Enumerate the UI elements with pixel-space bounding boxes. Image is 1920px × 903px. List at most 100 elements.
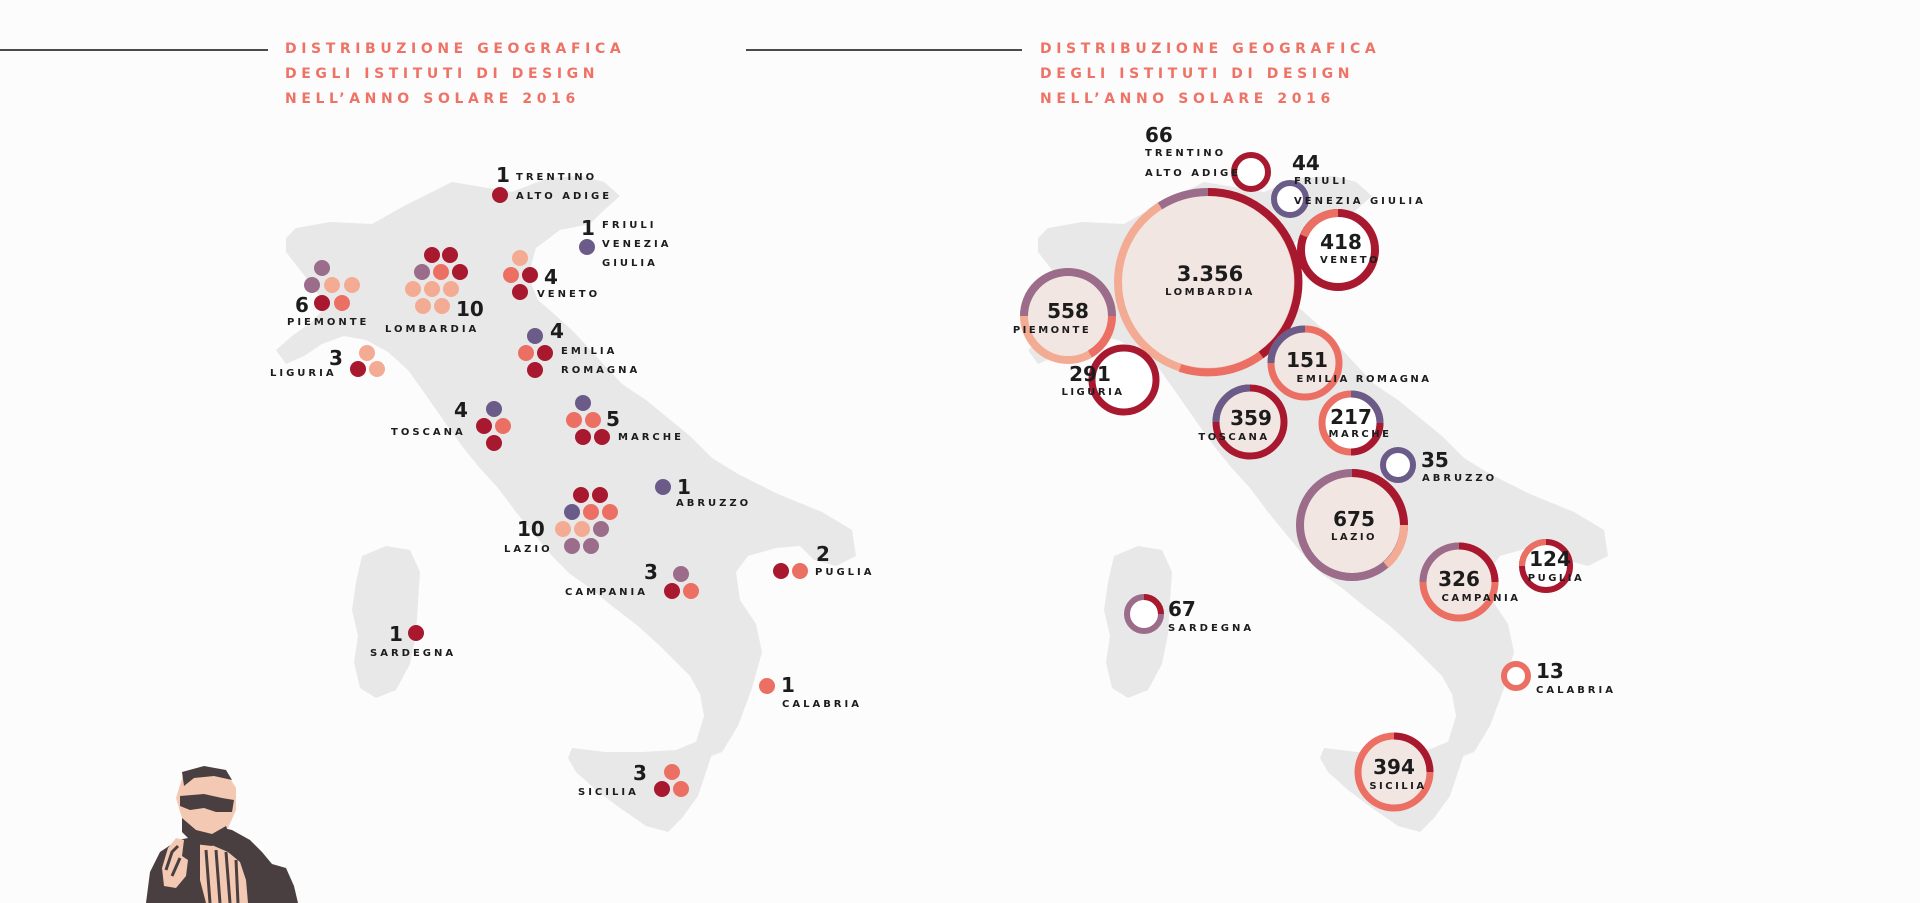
left-map-labels: 1 TRENTINO ALTO ADIGE 1 FRIULI VENEZIA G… <box>270 163 875 798</box>
svg-text:CALABRIA: CALABRIA <box>1536 685 1616 696</box>
dots-emilia <box>518 328 553 378</box>
svg-text:TRENTINO: TRENTINO <box>516 172 597 183</box>
left-label-puglia: 2 PUGLIA <box>815 542 875 578</box>
svg-text:PIEMONTE: PIEMONTE <box>1013 325 1091 336</box>
left-label-veneto: 4 VENETO <box>537 265 600 300</box>
svg-text:PUGLIA: PUGLIA <box>815 567 875 578</box>
right-label-abruzzo: 35 ABRUZZO <box>1421 448 1497 484</box>
dot-abruzzo <box>655 479 671 495</box>
bubble-marche <box>1318 390 1384 456</box>
bubble-toscana <box>1212 384 1288 460</box>
svg-text:359: 359 <box>1230 406 1272 430</box>
svg-text:SICILIA: SICILIA <box>1369 781 1426 792</box>
svg-text:4: 4 <box>454 398 468 422</box>
left-label-campania: 3 CAMPANIA <box>565 560 658 598</box>
svg-text:124: 124 <box>1529 547 1571 571</box>
bubble-trentino <box>1231 152 1271 192</box>
right-label-friuli: 44 FRIULI VENEZIA GIULIA <box>1292 151 1426 207</box>
left-label-friuli: 1 FRIULI VENEZIA GIULIA <box>581 216 671 269</box>
left-label-trentino: 1 TRENTINO ALTO ADIGE <box>496 163 609 202</box>
dots-puglia <box>773 563 808 579</box>
svg-text:CAMPANIA: CAMPANIA <box>1441 593 1520 604</box>
bubble-piemonte <box>1020 268 1116 364</box>
svg-text:1: 1 <box>496 163 510 187</box>
svg-text:1: 1 <box>781 673 795 697</box>
svg-text:151: 151 <box>1286 348 1328 372</box>
bubble-lombardia <box>1114 187 1303 377</box>
svg-text:LOMBARDIA: LOMBARDIA <box>1165 287 1255 298</box>
svg-text:ABRUZZO: ABRUZZO <box>1422 473 1497 484</box>
left-title-line-1: DISTRIBUZIONE GEOGRAFICA <box>285 41 626 57</box>
right-label-lazio: 675 LAZIO <box>1331 507 1377 543</box>
right-title-line-2: DEGLI ISTITUTI DI DESIGN <box>1040 66 1355 82</box>
svg-text:MARCHE: MARCHE <box>618 432 684 443</box>
right-title-rule <box>746 49 1022 51</box>
svg-text:EMILIA ROMAGNA: EMILIA ROMAGNA <box>1296 374 1431 385</box>
svg-text:VENETO: VENETO <box>537 289 600 300</box>
svg-text:394: 394 <box>1373 755 1415 779</box>
svg-text:VENEZIA: VENEZIA <box>602 239 671 250</box>
dots-liguria <box>350 345 385 377</box>
left-label-liguria: 3 LIGURIA <box>270 346 343 379</box>
svg-text:10: 10 <box>456 297 484 321</box>
left-label-lazio: 10 LAZIO <box>504 517 550 555</box>
right-label-campania: 326 CAMPANIA <box>1438 567 1520 604</box>
right-map-bubbles <box>1020 152 1573 812</box>
svg-text:3: 3 <box>329 346 343 370</box>
svg-text:TOSCANA: TOSCANA <box>391 427 466 438</box>
svg-text:291: 291 <box>1069 362 1111 386</box>
bubble-sicilia <box>1354 732 1434 812</box>
svg-text:4: 4 <box>550 319 564 343</box>
dots-marche <box>566 395 610 445</box>
svg-text:LIGURIA: LIGURIA <box>1061 387 1124 398</box>
dot-calabria <box>759 678 775 694</box>
svg-text:675: 675 <box>1333 507 1375 531</box>
svg-text:EMILIA: EMILIA <box>561 346 617 357</box>
svg-text:CAMPANIA: CAMPANIA <box>565 587 648 598</box>
left-label-sicilia: 3 SICILIA <box>578 761 647 798</box>
left-label-emilia: 4 EMILIA ROMAGNA <box>550 319 640 376</box>
svg-text:1: 1 <box>581 216 595 240</box>
svg-text:558: 558 <box>1047 299 1089 323</box>
svg-text:ROMAGNA: ROMAGNA <box>561 365 640 376</box>
svg-text:1: 1 <box>389 622 403 646</box>
svg-text:FRIULI: FRIULI <box>1294 176 1348 187</box>
svg-text:LAZIO: LAZIO <box>1331 532 1377 543</box>
dots-lazio <box>555 487 618 554</box>
bubble-liguria <box>1088 344 1160 416</box>
svg-text:FRIULI: FRIULI <box>602 220 656 231</box>
svg-text:67: 67 <box>1168 597 1196 621</box>
svg-text:LOMBARDIA: LOMBARDIA <box>385 324 479 335</box>
bubble-emilia <box>1267 325 1343 401</box>
svg-text:VENEZIA GIULIA: VENEZIA GIULIA <box>1294 196 1426 207</box>
right-label-calabria: 13 CALABRIA <box>1536 659 1616 696</box>
right-label-lombardia: 3.356 LOMBARDIA <box>1165 262 1255 298</box>
right-label-sicilia: 394 SICILIA <box>1369 755 1426 792</box>
svg-text:44: 44 <box>1292 151 1320 175</box>
svg-text:2: 2 <box>816 542 830 566</box>
left-label-marche: 5 MARCHE <box>606 407 684 443</box>
left-title-line-3: NELL’ANNO SOLARE 2016 <box>285 91 580 107</box>
svg-text:10: 10 <box>517 517 545 541</box>
svg-text:4: 4 <box>544 265 558 289</box>
svg-text:217: 217 <box>1330 405 1372 429</box>
dot-friuli <box>579 239 595 255</box>
man-with-glasses-gesturing-illustration <box>146 766 298 903</box>
svg-text:SARDEGNA: SARDEGNA <box>1168 623 1254 634</box>
right-map-labels: 66 TRENTINO ALTO ADIGE 44 FRIULI VENEZIA… <box>1013 123 1616 792</box>
dots-sicilia <box>654 764 689 797</box>
svg-text:SARDEGNA: SARDEGNA <box>370 648 456 659</box>
svg-text:13: 13 <box>1536 659 1564 683</box>
svg-text:CALABRIA: CALABRIA <box>782 699 862 710</box>
svg-text:5: 5 <box>606 407 620 431</box>
svg-text:66: 66 <box>1145 123 1173 147</box>
right-label-trentino: 66 TRENTINO ALTO ADIGE <box>1145 123 1238 179</box>
bubble-sardegna <box>1124 594 1164 634</box>
left-label-abruzzo: 1 ABRUZZO <box>676 475 748 509</box>
svg-text:GIULIA: GIULIA <box>602 258 658 269</box>
svg-text:VENETO: VENETO <box>1320 255 1380 266</box>
right-label-toscana: 359 TOSCANA <box>1198 406 1271 443</box>
svg-text:MARCHE: MARCHE <box>1329 429 1392 440</box>
bubble-veneto <box>1297 209 1379 291</box>
svg-text:3.356: 3.356 <box>1177 262 1243 286</box>
